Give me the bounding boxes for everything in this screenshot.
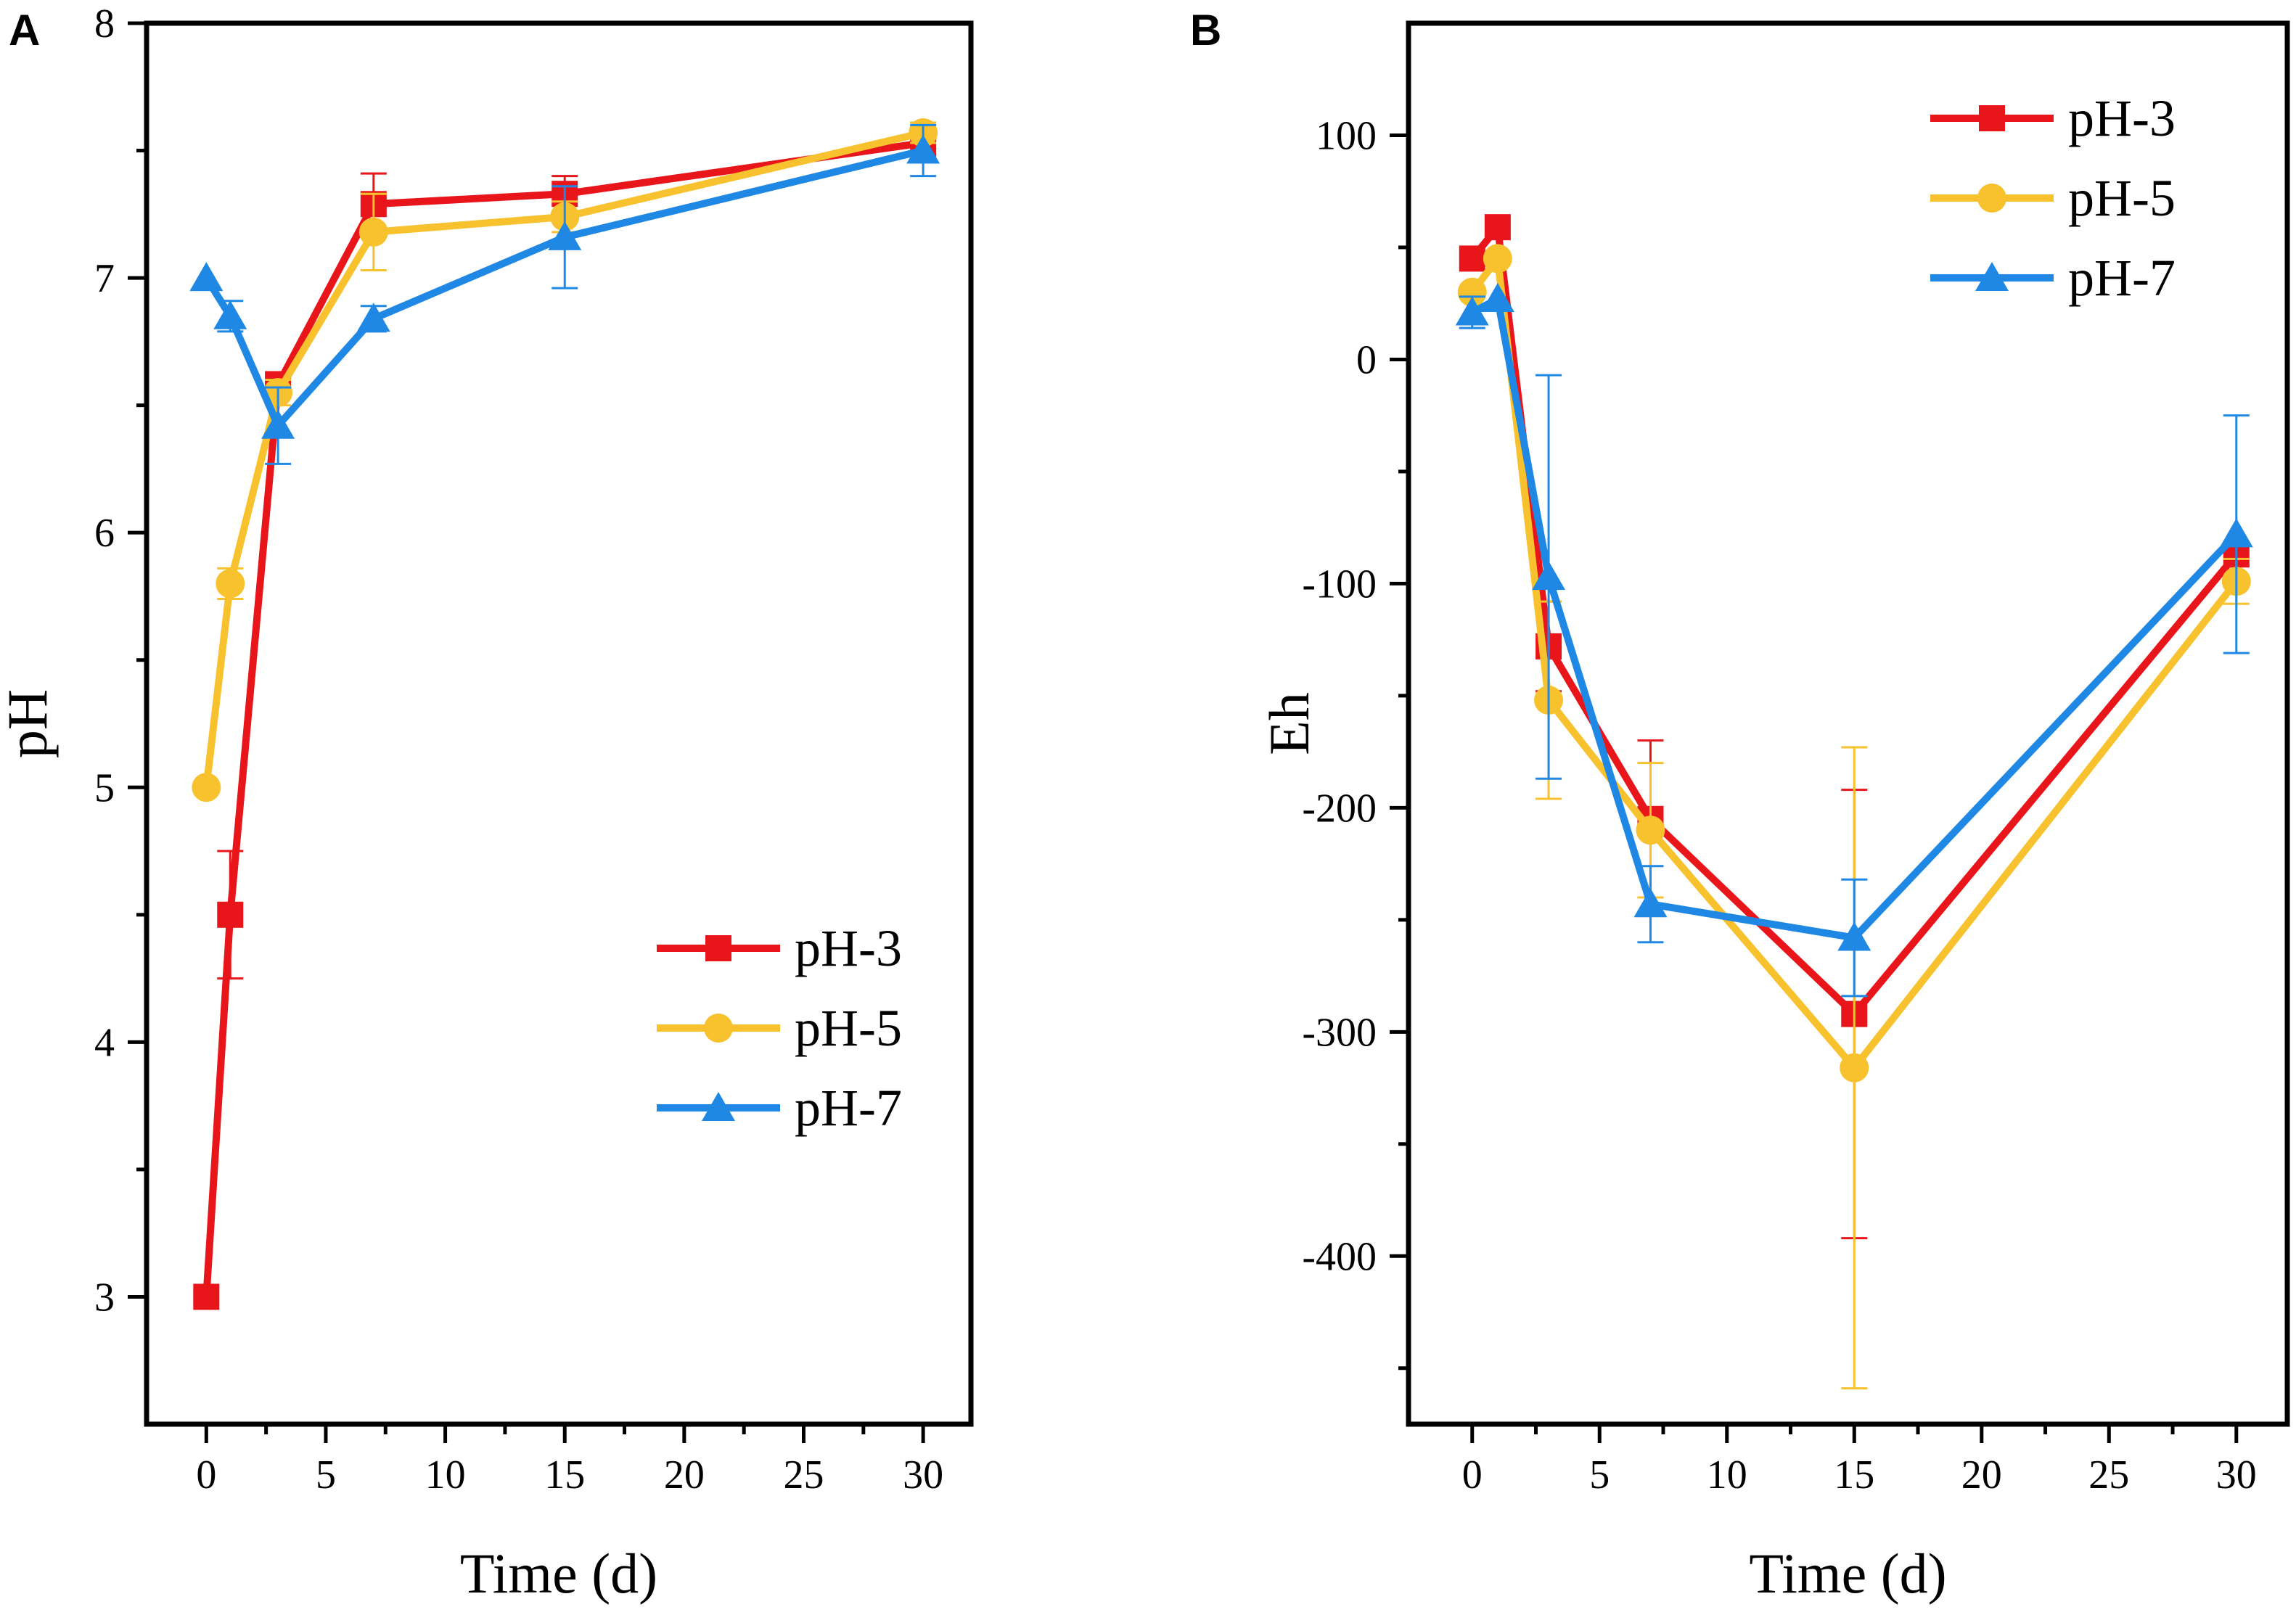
x-tick-label: 25 (784, 1452, 824, 1497)
data-point (193, 1283, 220, 1310)
x-tick-label: 10 (1707, 1452, 1747, 1497)
y-tick-label: 4 (94, 1020, 115, 1065)
data-point (1840, 1053, 1869, 1082)
panel-b: B 0 5 10 15 20 25 30 -400 -300 -200 -100 0 100 Time (d… (1190, 6, 2290, 1605)
data-point (1483, 244, 1512, 274)
y-tick-label: 3 (94, 1275, 115, 1320)
legend-label: pH-3 (2068, 89, 2176, 147)
y-tick-label: 7 (94, 256, 115, 301)
x-tick-label: 30 (2216, 1452, 2257, 1497)
y-tick-label: 5 (94, 765, 115, 810)
data-point (213, 300, 247, 329)
x-tick-label: 0 (1462, 1452, 1483, 1497)
x-tick-label: 20 (664, 1452, 705, 1497)
legend-label: pH-5 (2068, 169, 2176, 227)
panel-letter: A (9, 6, 40, 54)
y-tick-label: -300 (1302, 1010, 1377, 1055)
data-point (192, 773, 221, 802)
legend-marker (705, 935, 731, 961)
x-tick-label: 5 (1589, 1452, 1610, 1497)
panel-a: A 0 5 10 15 20 25 30 3 4 5 6 7 8 Time (d) pH pH-3 pH-5 pH-… (0, 1, 974, 1605)
data-point (217, 901, 244, 928)
x-tick-label: 15 (544, 1452, 585, 1497)
data-point (356, 303, 390, 332)
y-tick-label: 0 (1356, 337, 1377, 382)
data-point (1633, 888, 1668, 918)
y-tick-label: -100 (1302, 562, 1377, 607)
legend-entry-ph-7: pH-7 (1930, 249, 2176, 307)
x-tick-label: 5 (316, 1452, 336, 1497)
y-tick-label: 100 (1316, 113, 1377, 158)
plot-frame (144, 20, 974, 1427)
data-point (1459, 245, 1485, 272)
series-ph-7 (1455, 283, 2253, 998)
data-point (1636, 815, 1665, 845)
y-tick-label: 8 (94, 1, 115, 46)
plot-frame (1406, 20, 2290, 1427)
legend-marker (1979, 105, 2005, 131)
data-point (906, 134, 940, 164)
x-tick-label: 15 (1834, 1452, 1874, 1497)
legend-label: pH-7 (2068, 249, 2176, 307)
x-tick-label: 10 (425, 1452, 466, 1497)
data-point (261, 409, 295, 439)
x-tick-label: 25 (2088, 1452, 2129, 1497)
data-point (216, 569, 245, 599)
data-point (1837, 921, 1871, 951)
y-tick-label: 6 (94, 511, 115, 556)
legend-label: pH-3 (795, 919, 902, 977)
data-point (2219, 518, 2253, 548)
y-tick-label: -200 (1302, 786, 1377, 831)
data-point (189, 262, 224, 292)
legend-marker (704, 1014, 733, 1043)
x-tick-label: 20 (1961, 1452, 2002, 1497)
series-line (202, 129, 924, 788)
legend-label: pH-5 (795, 999, 902, 1057)
x-tick-label: 30 (903, 1452, 943, 1497)
legend-entry-ph-5: pH-5 (1930, 169, 2176, 227)
x-axis-title: Time (d) (460, 1542, 657, 1605)
series-ph-5 (1457, 244, 2251, 1390)
data-point (548, 221, 582, 250)
legend-marker (1975, 262, 2009, 291)
x-tick-label: 0 (196, 1452, 216, 1497)
legend-entry-ph-7: pH-7 (657, 1079, 902, 1137)
legend-entry-ph-3: pH-3 (657, 919, 902, 977)
data-point (358, 217, 388, 247)
y-axis-title: Eh (1258, 692, 1321, 755)
series-ph-7 (189, 123, 940, 465)
data-point (1532, 561, 1566, 591)
legend-marker (1977, 184, 2006, 213)
data-point (1480, 283, 1514, 313)
legend-entry-ph-5: pH-5 (657, 999, 902, 1057)
data-point (1457, 277, 1487, 307)
data-point (1455, 296, 1489, 326)
legend-marker (702, 1092, 735, 1121)
x-axis-title: Time (d) (1749, 1542, 1946, 1605)
data-point (1484, 214, 1511, 241)
legend-label: pH-7 (795, 1079, 902, 1137)
y-tick-label: -400 (1302, 1234, 1377, 1279)
y-axis-title: pH (0, 689, 59, 758)
legend-entry-ph-3: pH-3 (1930, 89, 2176, 147)
panel-letter: B (1190, 6, 1221, 54)
